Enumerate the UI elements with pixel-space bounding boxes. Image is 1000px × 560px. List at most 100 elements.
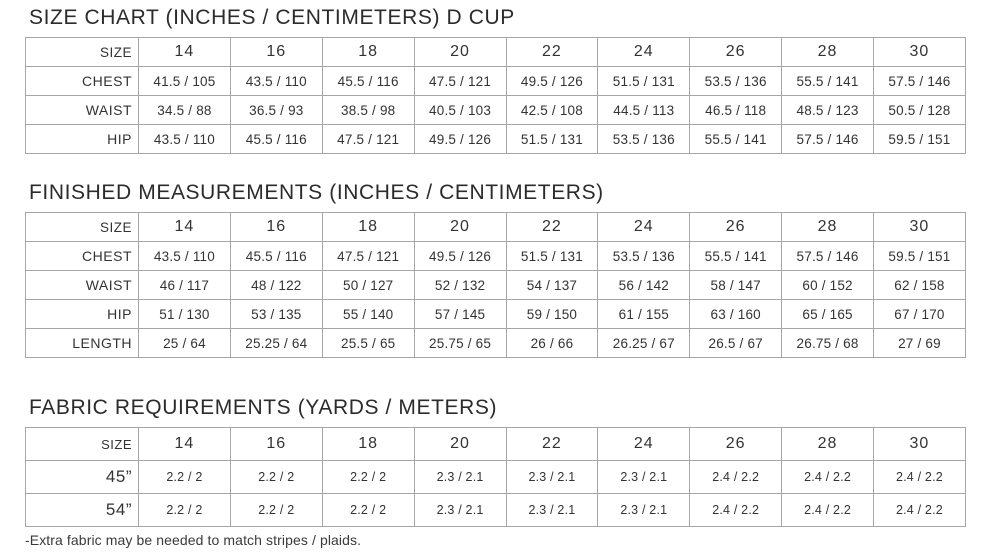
- table-cell: 59 / 150: [505, 299, 599, 329]
- table-cell: 40.5 / 103: [413, 95, 507, 125]
- table-cell: 45.5 / 116: [229, 241, 323, 271]
- column-header-size-24: 24: [597, 212, 691, 242]
- column-header-size-14: 14: [138, 212, 231, 242]
- table-cell: 55 / 140: [321, 299, 415, 329]
- table-row: WAIST 46 / 117 48 / 122 50 / 127 52 / 132 54 …: [25, 270, 966, 300]
- table-cell: 51 / 130: [138, 299, 231, 329]
- table-cell: 43.5 / 110: [138, 124, 231, 154]
- table-cell: 47.5 / 121: [321, 241, 415, 271]
- table-cell: 25 / 64: [138, 328, 231, 358]
- table-cell: 65 / 165: [781, 299, 874, 329]
- table-cell: 59.5 / 151: [873, 124, 966, 154]
- table-cell: 55.5 / 141: [689, 241, 783, 271]
- table-row: CHEST 41.5 / 105 43.5 / 110 45.5 / 116 47.5 …: [25, 66, 966, 96]
- column-header-size-22: 22: [505, 37, 599, 67]
- table-header-row: SIZE 14 16 18 20 22 24 26 28 30: [25, 427, 966, 461]
- table-row: CHEST 43.5 / 110 45.5 / 116 47.5 / 121 49.5 …: [25, 241, 966, 271]
- table-cell: 2.3 / 2.1: [597, 460, 691, 494]
- table-cell: 2.2 / 2: [138, 460, 231, 494]
- table-cell: 61 / 155: [597, 299, 691, 329]
- table-size-chart: SIZE 14 16 18 20 22 24 26 28 30 CHEST 41.5 / 105 43.…: [25, 37, 966, 154]
- header-label-size: SIZE: [25, 37, 139, 67]
- table-cell: 54 / 137: [505, 270, 599, 300]
- table-cell: 57 / 145: [413, 299, 507, 329]
- table-cell: 2.3 / 2.1: [413, 460, 507, 494]
- table-cell: 42.5 / 108: [505, 95, 599, 125]
- table-cell: 2.4 / 2.2: [689, 493, 783, 527]
- table-cell: 57.5 / 146: [781, 124, 874, 154]
- table-cell: 57.5 / 146: [781, 241, 874, 271]
- header-label-size: SIZE: [25, 212, 139, 242]
- table-cell: 48 / 122: [229, 270, 323, 300]
- column-header-size-22: 22: [505, 427, 599, 461]
- table-cell: 26.25 / 67: [597, 328, 691, 358]
- row-label: CHEST: [25, 241, 139, 271]
- column-header-size-16: 16: [229, 427, 323, 461]
- column-header-size-20: 20: [413, 212, 507, 242]
- column-header-size-14: 14: [138, 37, 231, 67]
- table-cell: 25.5 / 65: [321, 328, 415, 358]
- table-cell: 56 / 142: [597, 270, 691, 300]
- table-cell: 59.5 / 151: [873, 241, 966, 271]
- table-cell: 2.2 / 2: [321, 493, 415, 527]
- row-label: HIP: [25, 124, 139, 154]
- table-cell: 49.5 / 126: [413, 124, 507, 154]
- table-cell: 43.5 / 110: [138, 241, 231, 271]
- table-cell: 45.5 / 116: [229, 124, 323, 154]
- column-header-size-24: 24: [597, 427, 691, 461]
- table-cell: 53.5 / 136: [597, 124, 691, 154]
- table-cell: 63 / 160: [689, 299, 783, 329]
- table-cell: 34.5 / 88: [138, 95, 231, 125]
- row-label: LENGTH: [25, 328, 139, 358]
- table-cell: 53.5 / 136: [597, 241, 691, 271]
- table-header-row: SIZE 14 16 18 20 22 24 26 28 30: [25, 212, 966, 242]
- column-header-size-18: 18: [321, 427, 415, 461]
- table-cell: 50 / 127: [321, 270, 415, 300]
- table-cell: 2.4 / 2.2: [781, 460, 874, 494]
- header-label-size: SIZE: [25, 427, 139, 461]
- table-cell: 58 / 147: [689, 270, 783, 300]
- table-cell: 67 / 170: [873, 299, 966, 329]
- table-body: SIZE 14 16 18 20 22 24 26 28 30 CHEST 41.5 / 105 43.…: [25, 37, 966, 154]
- column-header-size-26: 26: [689, 212, 783, 242]
- table-row: LENGTH 25 / 64 25.25 / 64 25.5 / 65 25.75 / …: [25, 328, 966, 358]
- table-cell: 2.2 / 2: [138, 493, 231, 527]
- table-cell: 52 / 132: [413, 270, 507, 300]
- column-header-size-28: 28: [781, 427, 874, 461]
- table-cell: 27 / 69: [873, 328, 966, 358]
- column-header-size-20: 20: [413, 427, 507, 461]
- table-cell: 55.5 / 141: [781, 66, 874, 96]
- table-cell: 51.5 / 131: [505, 124, 599, 154]
- column-header-size-30: 30: [873, 427, 966, 461]
- table-cell: 2.4 / 2.2: [873, 493, 966, 527]
- table-cell: 47.5 / 121: [413, 66, 507, 96]
- section-fabric-requirements: FABRIC REQUIREMENTS (YARDS / METERS) SIZ…: [25, 396, 966, 548]
- table-cell: 2.4 / 2.2: [781, 493, 874, 527]
- table-cell: 2.3 / 2.1: [505, 460, 599, 494]
- table-cell: 53.5 / 136: [689, 66, 783, 96]
- table-cell: 50.5 / 128: [873, 95, 966, 125]
- table-cell: 55.5 / 141: [689, 124, 783, 154]
- table-cell: 53 / 135: [229, 299, 323, 329]
- table-cell: 25.75 / 65: [413, 328, 507, 358]
- table-cell: 2.2 / 2: [321, 460, 415, 494]
- table-cell: 2.4 / 2.2: [873, 460, 966, 494]
- table-cell: 2.3 / 2.1: [413, 493, 507, 527]
- row-label: 45”: [25, 460, 139, 494]
- table-cell: 26.75 / 68: [781, 328, 874, 358]
- column-header-size-16: 16: [229, 212, 323, 242]
- column-header-size-16: 16: [229, 37, 323, 67]
- table-cell: 62 / 158: [873, 270, 966, 300]
- table-cell: 44.5 / 113: [597, 95, 691, 125]
- fabric-footnote: -Extra fabric may be needed to match str…: [25, 532, 362, 548]
- table-cell: 60 / 152: [781, 270, 874, 300]
- table-row: 54” 2.2 / 2 2.2 / 2 2.2 / 2 2.3 / 2.1 2.3 / 2…: [25, 493, 966, 527]
- section-size-chart: SIZE CHART (INCHES / CENTIMETERS) D CUP …: [25, 6, 966, 154]
- column-header-size-14: 14: [138, 427, 231, 461]
- table-row: WAIST 34.5 / 88 36.5 / 93 38.5 / 98 40.5 / 1…: [25, 95, 966, 125]
- column-header-size-30: 30: [873, 212, 966, 242]
- section-title-size-chart: SIZE CHART (INCHES / CENTIMETERS) D CUP: [29, 6, 515, 29]
- row-label: CHEST: [25, 66, 139, 96]
